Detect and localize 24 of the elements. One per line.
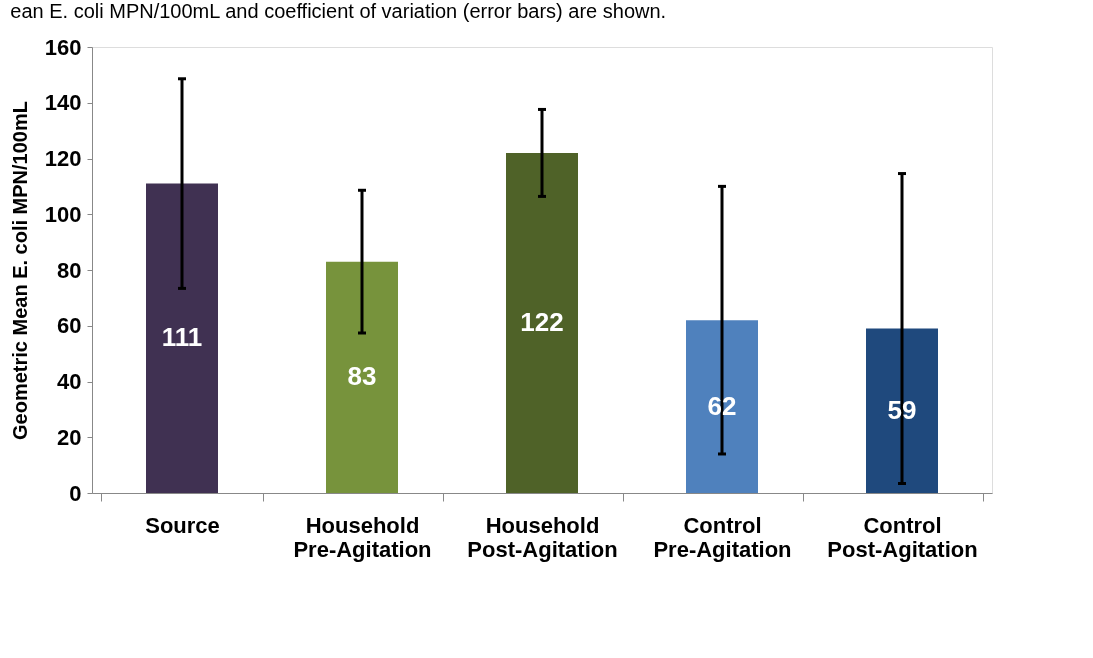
bar — [146, 183, 218, 493]
y-tick-label: 60 — [57, 313, 82, 339]
y-tick-label: 20 — [57, 424, 82, 450]
y-tick-label: 40 — [57, 369, 82, 394]
y-axis-title: Geometric Mean E. coli MPN/100mL — [8, 101, 31, 440]
bar — [506, 152, 578, 493]
bar — [866, 328, 938, 493]
y-tick-label: 100 — [44, 201, 82, 227]
x-tick-label: Household Post-Agitation — [467, 512, 618, 562]
x-tick-label: Control Pre-Agitation — [653, 512, 792, 562]
x-tick-label: Household Pre-Agitation — [293, 512, 432, 562]
x-tick-label: Source — [145, 512, 220, 538]
x-tick-label: Control Post-Agitation — [827, 512, 978, 562]
data-label: 83 — [347, 361, 377, 392]
text: ean E. coli MPN/100mL and coefficient of variation (error bars) are shown. — [10, 0, 667, 22]
data-label: 122 — [520, 306, 564, 337]
y-tick-label: 0 — [69, 480, 82, 506]
y-tick-label: 120 — [44, 146, 82, 171]
bar — [326, 261, 398, 493]
y-tick-label: 80 — [57, 257, 82, 283]
y-tick-label: 160 — [44, 34, 82, 60]
data-label: 111 — [161, 322, 203, 353]
bar — [686, 320, 758, 493]
y-tick-label: 140 — [44, 90, 82, 116]
